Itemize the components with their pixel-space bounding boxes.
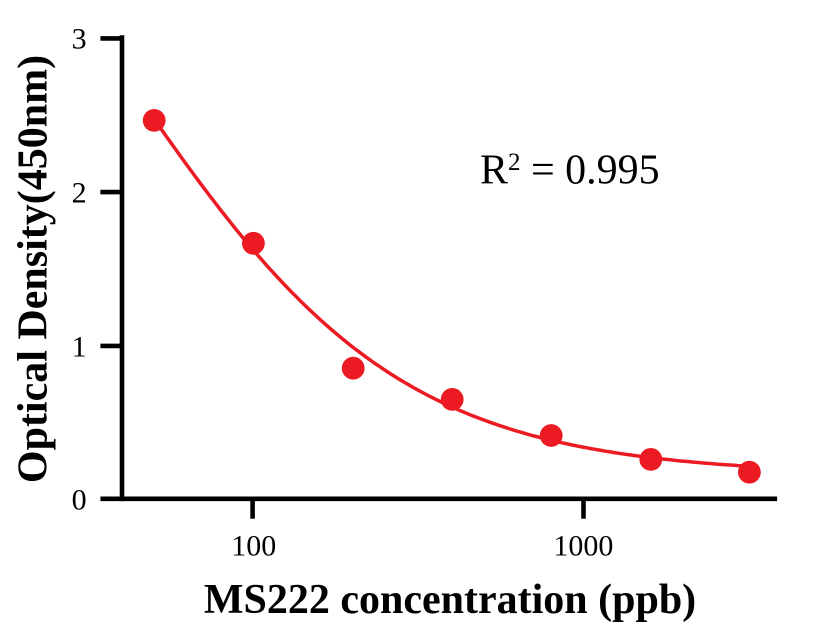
svg-text:3: 3: [72, 23, 87, 56]
svg-text:2: 2: [508, 149, 521, 176]
svg-text:2: 2: [72, 177, 87, 210]
svg-text:R: R: [480, 148, 508, 194]
svg-text:100: 100: [231, 529, 276, 562]
svg-text:Optical Density(450nm): Optical Density(450nm): [11, 55, 57, 483]
svg-text:1000: 1000: [553, 530, 613, 563]
svg-text:= 0.995: = 0.995: [521, 148, 660, 194]
svg-text:0: 0: [72, 483, 87, 516]
svg-text:MS222 concentration (ppb): MS222 concentration (ppb): [204, 577, 696, 623]
svg-text:1: 1: [72, 330, 87, 363]
